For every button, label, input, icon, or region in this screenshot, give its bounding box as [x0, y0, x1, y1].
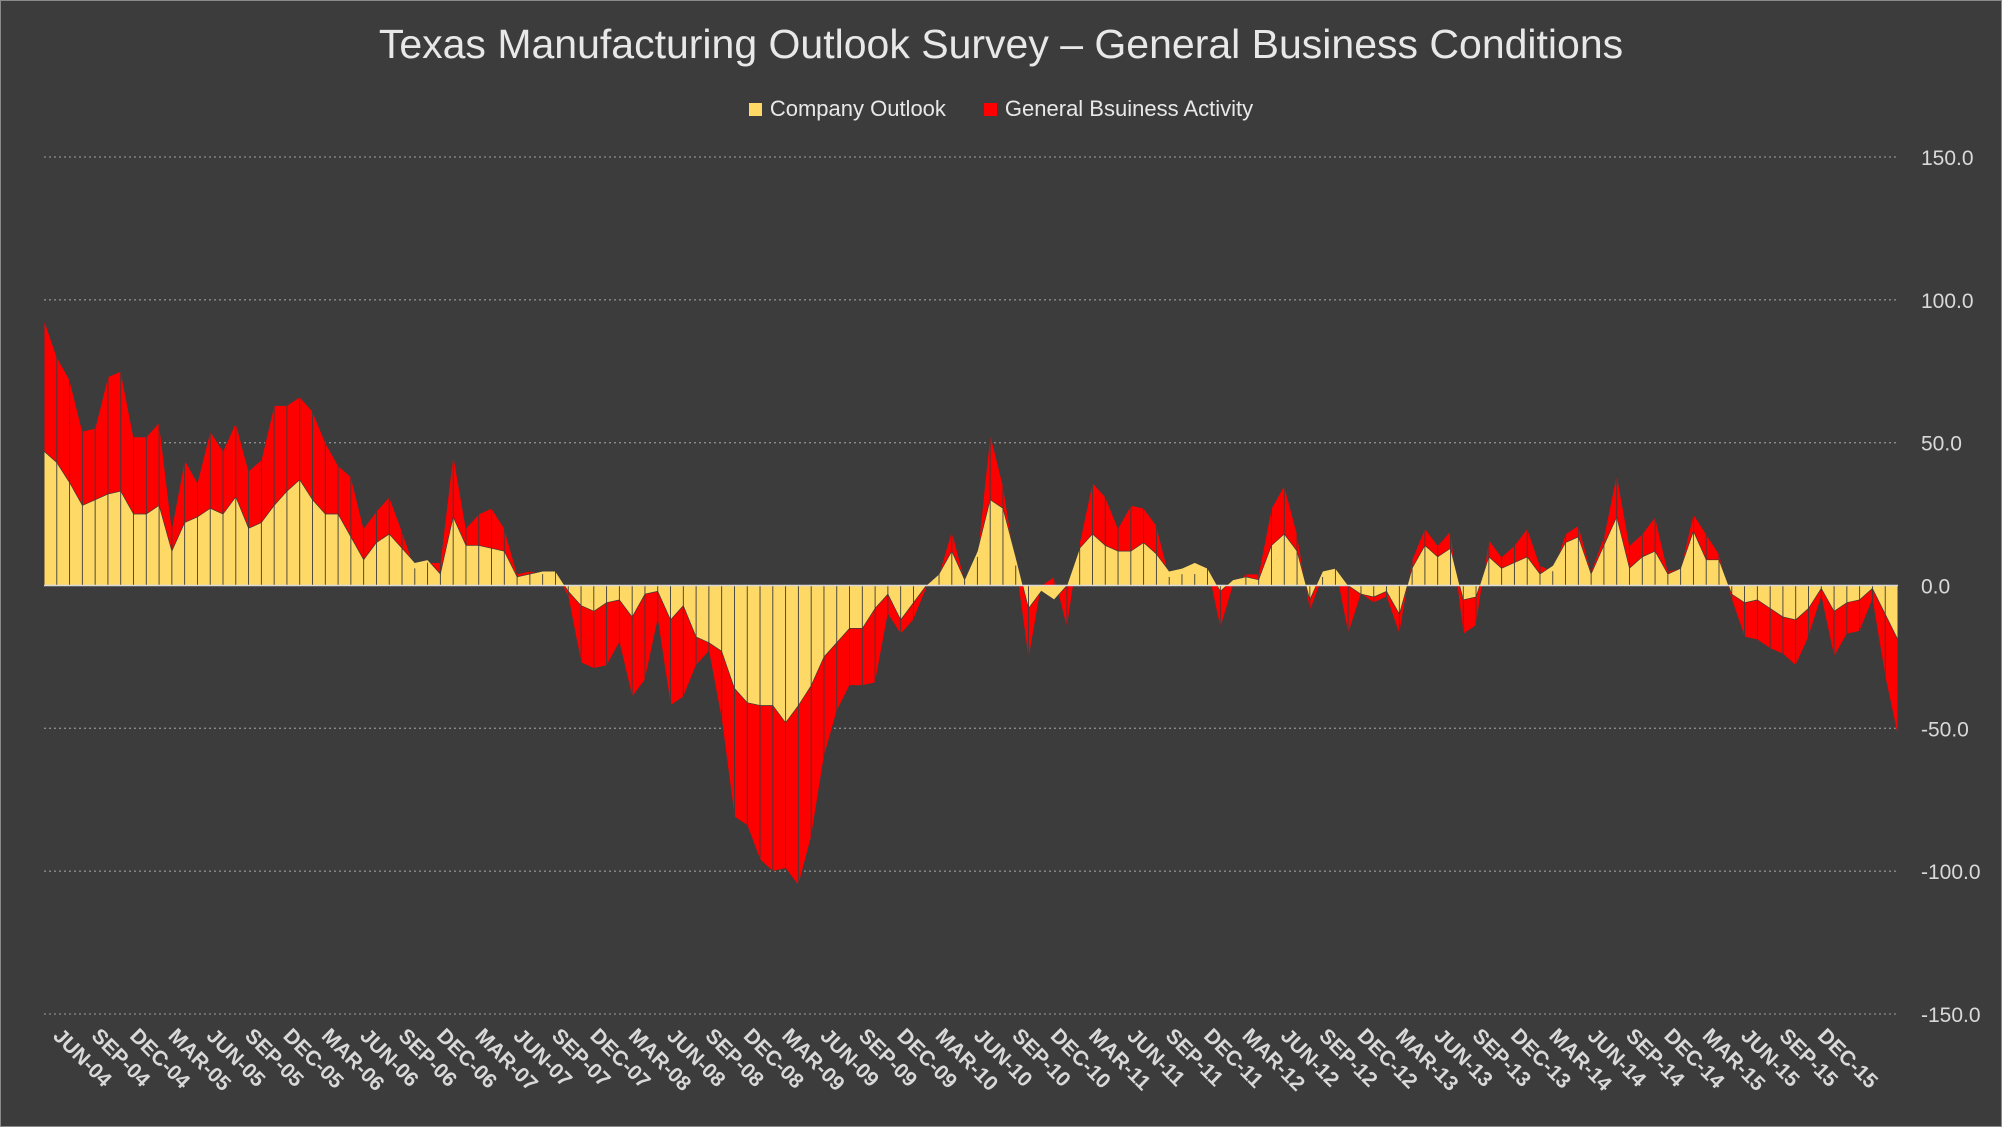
- legend-label-company-outlook: Company Outlook: [769, 96, 946, 121]
- y-tick-label: 100.0: [1921, 290, 1974, 313]
- chart-title: Texas Manufacturing Outlook Survey – Gen…: [378, 21, 1624, 67]
- legend-label-general-business-activity: General Bsuiness Activity: [1004, 96, 1254, 121]
- y-tick-label: -150.0: [1921, 1004, 1981, 1027]
- legend: Company Outlook General Bsuiness Activit…: [1, 96, 2001, 122]
- y-tick-label: 0.0: [1921, 576, 1950, 599]
- legend-swatch-general-business-activity: [983, 102, 997, 116]
- y-tick-label: 50.0: [1921, 433, 1962, 456]
- y-tick-label: -50.0: [1921, 718, 1969, 741]
- y-tick-label: -100.0: [1921, 861, 1981, 884]
- legend-swatch-company-outlook: [748, 102, 762, 116]
- series-area-general-business-activity: [43, 319, 1899, 887]
- legend-item-company-outlook: Company Outlook: [748, 96, 946, 122]
- legend-item-general-business-activity: General Bsuiness Activity: [983, 96, 1254, 122]
- y-tick-label: 150.0: [1921, 147, 1974, 170]
